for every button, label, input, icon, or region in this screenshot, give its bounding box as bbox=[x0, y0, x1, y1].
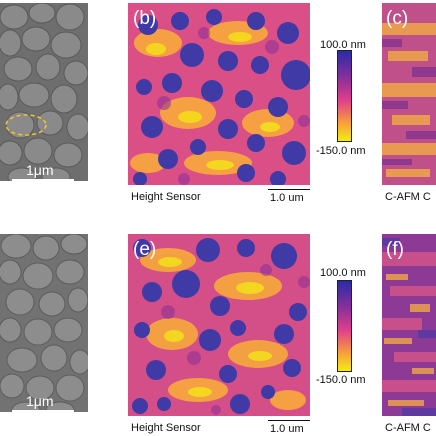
scale-bar-label-e: 1.0 um bbox=[270, 423, 304, 435]
caption-height-sensor-b: Height Sensor bbox=[131, 191, 201, 203]
colorbar-top bbox=[337, 50, 352, 142]
panel-letter-e: (e) bbox=[133, 239, 157, 260]
cafm-current-map bbox=[382, 3, 436, 185]
colorbar-top-max-label: 100.0 nm bbox=[320, 39, 366, 51]
sem-image-d: 1μm bbox=[0, 234, 88, 412]
scale-bar-label: 1μm bbox=[26, 393, 54, 409]
annotation-ellipse bbox=[5, 114, 47, 136]
panel-letter-b: (b) bbox=[133, 8, 157, 29]
colorbar-bottom bbox=[337, 280, 352, 372]
scale-bar bbox=[12, 179, 74, 181]
sem-grains bbox=[0, 3, 88, 181]
panel-letter-c: (c) bbox=[386, 8, 409, 29]
scale-bar-label: 1μm bbox=[26, 162, 54, 178]
caption-cafm-c: C-AFM C bbox=[385, 191, 431, 203]
afm-height-map bbox=[128, 3, 310, 185]
caption-cafm-f: C-AFM C bbox=[385, 422, 431, 434]
sem-grains bbox=[0, 234, 88, 412]
caption-height-sensor-e: Height Sensor bbox=[131, 422, 201, 434]
scale-bar bbox=[12, 410, 74, 412]
cafm-image-f bbox=[382, 234, 436, 416]
scale-bar-label-b: 1.0 um bbox=[270, 192, 304, 204]
colorbar-bottom-max-label: 100.0 nm bbox=[320, 267, 366, 279]
afm-height-image-b bbox=[128, 3, 310, 185]
afm-height-map bbox=[128, 234, 310, 416]
panel-letter-f: (f) bbox=[386, 239, 404, 260]
colorbar-top-min-label: -150.0 nm bbox=[316, 145, 366, 157]
cafm-image-c bbox=[382, 3, 436, 185]
afm-height-image-e bbox=[128, 234, 310, 416]
sem-image-a: 1μm bbox=[0, 3, 88, 181]
cafm-current-map bbox=[382, 234, 436, 416]
scale-bar-e bbox=[268, 420, 310, 421]
colorbar-bottom-min-label: -150.0 nm bbox=[316, 374, 366, 386]
scale-bar-b bbox=[268, 189, 310, 190]
